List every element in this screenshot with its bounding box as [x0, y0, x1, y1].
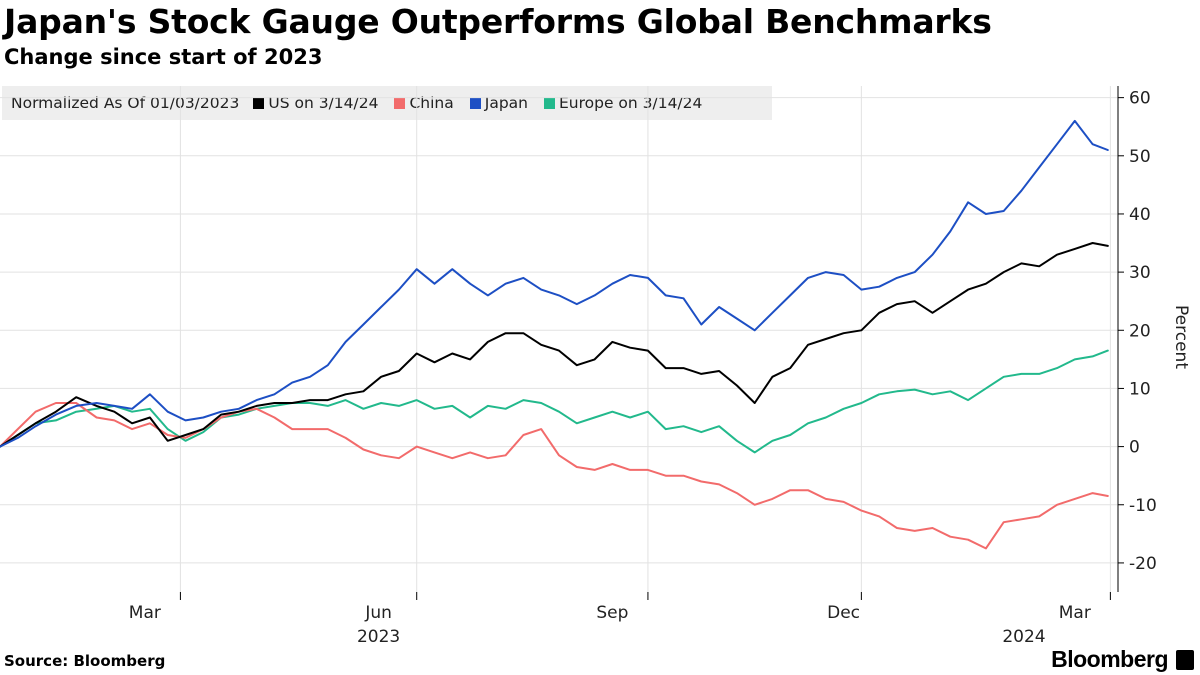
legend-item-us: US on 3/14/24	[253, 94, 378, 112]
series-line-japan	[0, 119, 1109, 448]
y-tick-label: 40	[1129, 205, 1151, 225]
brand-icon	[1176, 650, 1194, 670]
legend-swatch-china	[394, 97, 406, 109]
x-year-label: 2024	[1002, 627, 1045, 647]
series-line-china	[0, 402, 1109, 550]
chart-subtitle: Change since start of 2023	[4, 45, 323, 69]
legend-label-china: China	[409, 94, 454, 112]
y-tick-label: 30	[1129, 263, 1151, 283]
legend-swatch-europe	[543, 97, 555, 109]
legend: Normalized As Of 01/03/2023 US on 3/14/2…	[2, 86, 772, 120]
series-line-europe	[0, 349, 1109, 454]
x-tick-label: Mar	[129, 603, 161, 623]
legend-swatch-us	[253, 97, 265, 109]
y-tick-label: -20	[1129, 554, 1157, 574]
x-tick-label: Sep	[596, 603, 628, 623]
y-tick-label: 10	[1129, 379, 1151, 399]
y-tick-label: 20	[1129, 321, 1151, 341]
y-axis-title: Percent	[1171, 305, 1191, 369]
source-note: Source: Bloomberg	[4, 652, 166, 670]
brand-logo: Bloomberg	[1051, 646, 1168, 672]
legend-swatch-japan	[469, 97, 481, 109]
y-tick-label: 50	[1129, 147, 1151, 167]
x-tick-label: Dec	[827, 603, 860, 623]
legend-title: Normalized As Of 01/03/2023	[11, 94, 240, 112]
legend-label-europe: Europe on 3/14/24	[558, 94, 703, 112]
chart-title: Japan's Stock Gauge Outperforms Global B…	[4, 2, 992, 41]
legend-item-china: China	[394, 94, 454, 112]
y-tick-label: 0	[1129, 438, 1140, 458]
series-line-us	[0, 242, 1109, 448]
legend-item-japan: Japan	[469, 94, 528, 112]
legend-item-europe: Europe on 3/14/24	[543, 94, 703, 112]
y-tick-label: -10	[1129, 496, 1157, 516]
y-tick-label: 60	[1129, 89, 1151, 109]
x-tick-label: Jun	[364, 603, 392, 623]
legend-label-us: US on 3/14/24	[268, 94, 379, 112]
legend-label-japan: Japan	[484, 94, 528, 112]
x-year-label: 2023	[357, 627, 400, 647]
x-tick-label: Mar	[1059, 603, 1091, 623]
